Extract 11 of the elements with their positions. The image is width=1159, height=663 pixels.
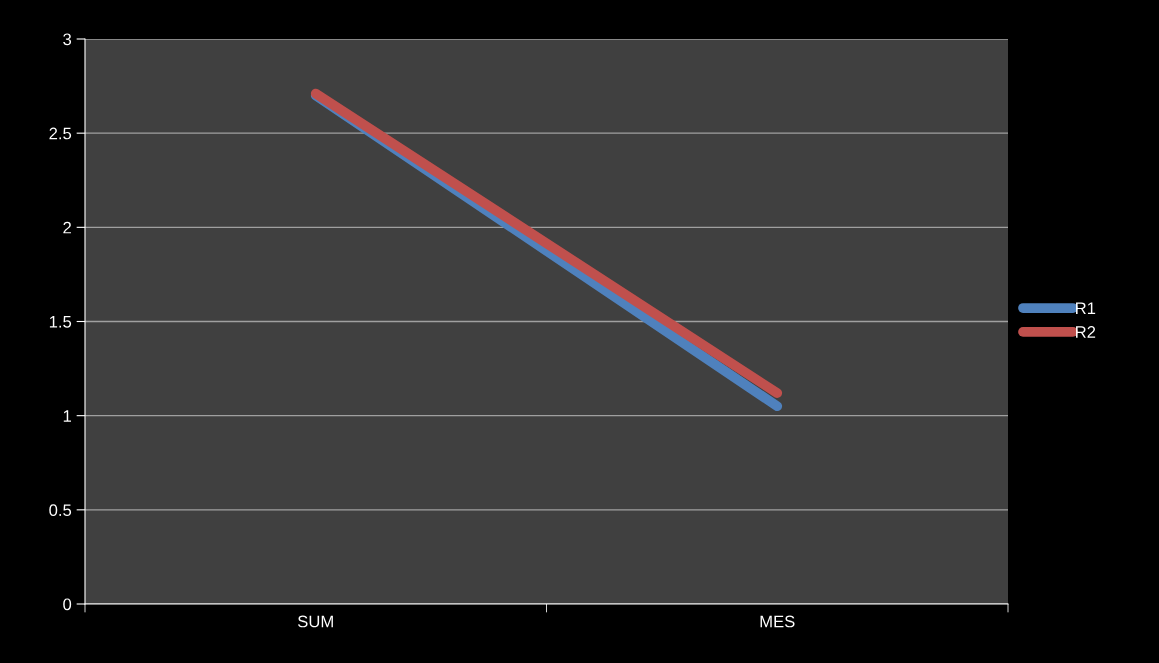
y-tick-label: 2.5: [49, 127, 72, 140]
y-tick-label: 3: [63, 33, 72, 46]
y-tick-label: 1.5: [49, 316, 72, 328]
y-tick-label: 0.5: [49, 504, 72, 517]
y-tick-label: 1: [63, 410, 71, 422]
y-tick-label: 0: [63, 598, 72, 611]
legend-label: R1: [1076, 302, 1096, 314]
legend-label: R2: [1076, 326, 1096, 338]
y-tick-label: 2: [63, 221, 71, 234]
x-tick-label: MES: [760, 615, 795, 628]
x-tick-label: SUM: [297, 615, 333, 628]
